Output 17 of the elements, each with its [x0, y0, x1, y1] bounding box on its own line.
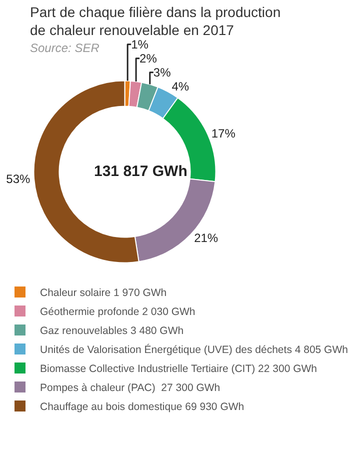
legend-label: Biomasse Collective Industrielle Tertiaire (CIT) 22 300 GWh	[40, 363, 318, 376]
legend-label: Gaz renouvelables 3 480 GWh	[40, 325, 184, 338]
text: 131 817 GWh	[94, 163, 188, 180]
legend-label: Unités de Valorisation Énergétique (UVE) des déchets 4 805 GWh	[40, 343, 348, 356]
legend-label: Chauffage au bois domestique 69 930 GWh	[40, 401, 244, 414]
legend-label: Géothermie profonde 2 030 GWh	[40, 306, 196, 318]
chart-title: Part de chaque filière dans la production de chaleur renouvelable en 2017	[30, 4, 281, 38]
data-label: 21%	[194, 230, 218, 245]
chart-subtitle: Source: SER	[30, 41, 100, 55]
legend-label: Chaleur solaire 1 970 GWh	[40, 287, 167, 300]
data-label: 3%	[153, 65, 172, 80]
data-label: 53%	[6, 172, 31, 186]
data-label: 4%	[172, 79, 190, 94]
legend-label: Pompes à chaleur (PAC) 27 300 GWh	[40, 382, 220, 394]
data-label: 1%	[131, 37, 149, 52]
data-label: 17%	[211, 126, 236, 140]
data-label: 2%	[140, 51, 158, 66]
